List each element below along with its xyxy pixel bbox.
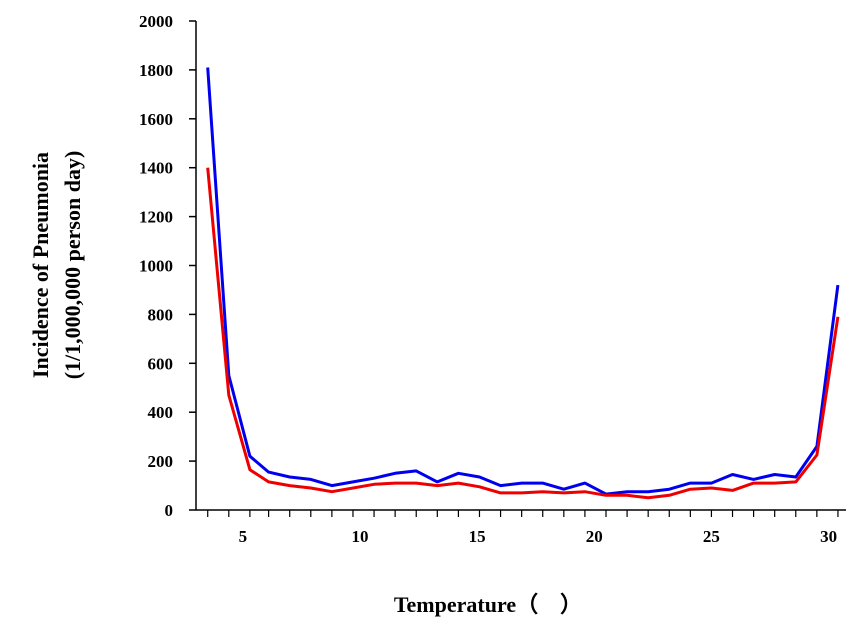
- y-tick-label: 1400: [139, 159, 173, 178]
- y-tick-label: 400: [148, 403, 174, 422]
- x-tick-label: 30: [820, 527, 837, 546]
- x-ticks: 5 10 15 20 25 30: [207, 510, 839, 546]
- x-tick-label: 10: [352, 527, 369, 546]
- x-axis-title: Temperature（ ）: [394, 592, 582, 617]
- x-tick-label: 25: [703, 527, 720, 546]
- y-tick-label: 800: [148, 305, 174, 324]
- y-tick-label: 1600: [139, 110, 173, 129]
- y-axis-title-line-2: (1/1,000,000 person day): [60, 151, 85, 380]
- x-tick-label: 5: [239, 527, 248, 546]
- y-ticks: 0 200 400 600 800 1000 1200 1400 1600 1800 2000: [139, 12, 196, 520]
- y-tick-label: 1200: [139, 208, 173, 227]
- y-axis-title-line-1: Incidence of Pneumonia: [28, 152, 53, 378]
- y-tick-label: 600: [148, 354, 174, 373]
- y-tick-label: 1800: [139, 61, 173, 80]
- y-tick-label: 200: [148, 452, 174, 471]
- series-line-1: [206, 67, 840, 496]
- x-tick-label: 20: [586, 527, 603, 546]
- y-tick-label: 2000: [139, 12, 173, 31]
- series-layer: [206, 67, 840, 500]
- y-tick-label: 0: [165, 501, 174, 520]
- x-tick-label: 15: [469, 527, 486, 546]
- series-line-2: [206, 167, 840, 500]
- y-tick-label: 1000: [139, 257, 173, 276]
- axes: [195, 21, 846, 511]
